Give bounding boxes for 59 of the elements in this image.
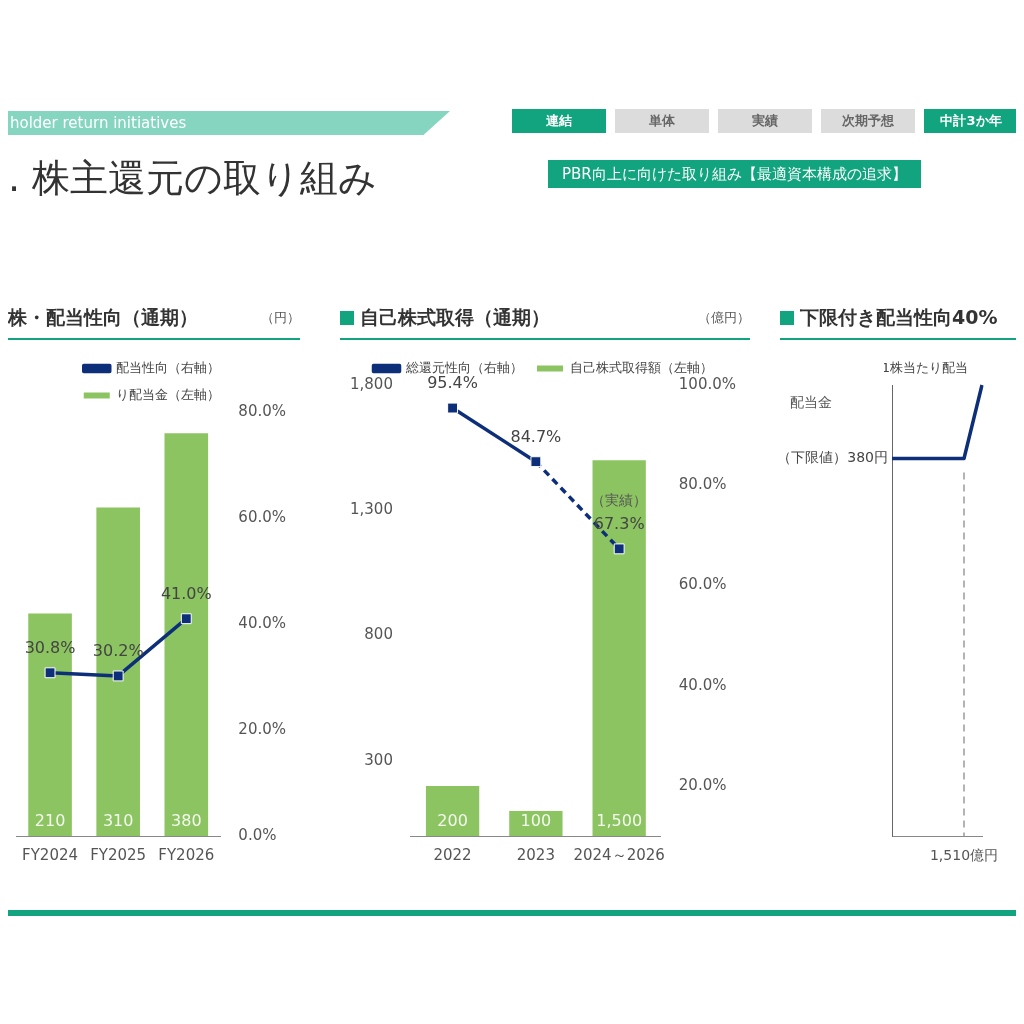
point [112,670,124,682]
text: 次期予想 [821,109,915,133]
legend-label: 配当性向（右軸） [116,359,221,375]
x-tick-label: FY2026 [158,845,215,864]
y2-tick-label: 40.0% [678,675,727,694]
chart-title: 下限付き配当性向40% [800,305,998,330]
legend-label: 総還元性向（右軸） [405,359,523,375]
text: 1,510億円 [929,846,999,863]
point [613,543,625,555]
point [180,613,192,625]
bar [425,785,480,836]
text: 中計3か年 [924,109,1018,133]
point [530,456,542,468]
data-label: 310 [102,811,134,831]
y-tick-label: 1,800 [349,374,393,393]
text: . 株主還元の取り組み [8,155,378,202]
y2-tick-label: 20.0% [678,775,727,794]
annotation: （実績） [591,491,648,508]
data-label: 1,500 [596,811,643,831]
y2-tick-label: 0.0% [238,825,277,844]
legend-label: り配当金（左軸） [116,386,221,402]
data-label: 95.4% [427,373,478,393]
y2-tick-label: 40.0% [238,613,286,632]
y-tick-label: 1,300 [349,500,393,519]
y2-tick-label: 80.0% [238,401,286,420]
chart-title: 株・配当性向（通期） [8,305,198,330]
text: PBR向上に向けた取り組み【最適資本構成の追求】 [548,160,921,188]
data-label: 200 [437,811,468,831]
x-tick-label: 2022 [433,845,472,864]
data-label: 67.3% [593,514,645,534]
data-label: 380 [171,811,202,831]
x-tick-label: FY2024 [22,845,79,864]
series-label: 1株当たり配当 [881,359,969,375]
point [44,667,56,679]
y-tick-label: 300 [364,750,393,769]
x-tick-label: 2024～2026 [573,845,665,864]
y2-tick-label: 80.0% [678,475,727,494]
text: holder return initiatives [8,111,450,135]
data-label: 84.7% [510,426,562,446]
legend-label: 自己株式取得額（左軸） [569,359,713,375]
y2-tick-label: 20.0% [238,719,286,738]
y-tick-label: 800 [364,625,393,644]
y2-tick-label: 60.0% [238,507,286,526]
chart-title: 自己株式取得（通期） [360,305,550,330]
text: 実績 [718,109,812,133]
text: （円） [261,309,300,327]
text: （下限値）380円 [777,449,888,466]
bar [592,460,646,836]
data-label: 100 [520,811,552,831]
data-label: 210 [34,811,66,831]
point [447,402,459,414]
y-axis-title: 配当金 [790,394,832,412]
x-tick-label: FY2025 [90,845,147,864]
text: 単体 [615,109,709,133]
y2-tick-label: 100.0% [678,374,737,393]
text: 連結 [512,109,606,133]
y2-tick-label: 60.0% [678,575,727,594]
text: （億円） [698,309,750,327]
x-tick-label: 2023 [516,845,555,864]
